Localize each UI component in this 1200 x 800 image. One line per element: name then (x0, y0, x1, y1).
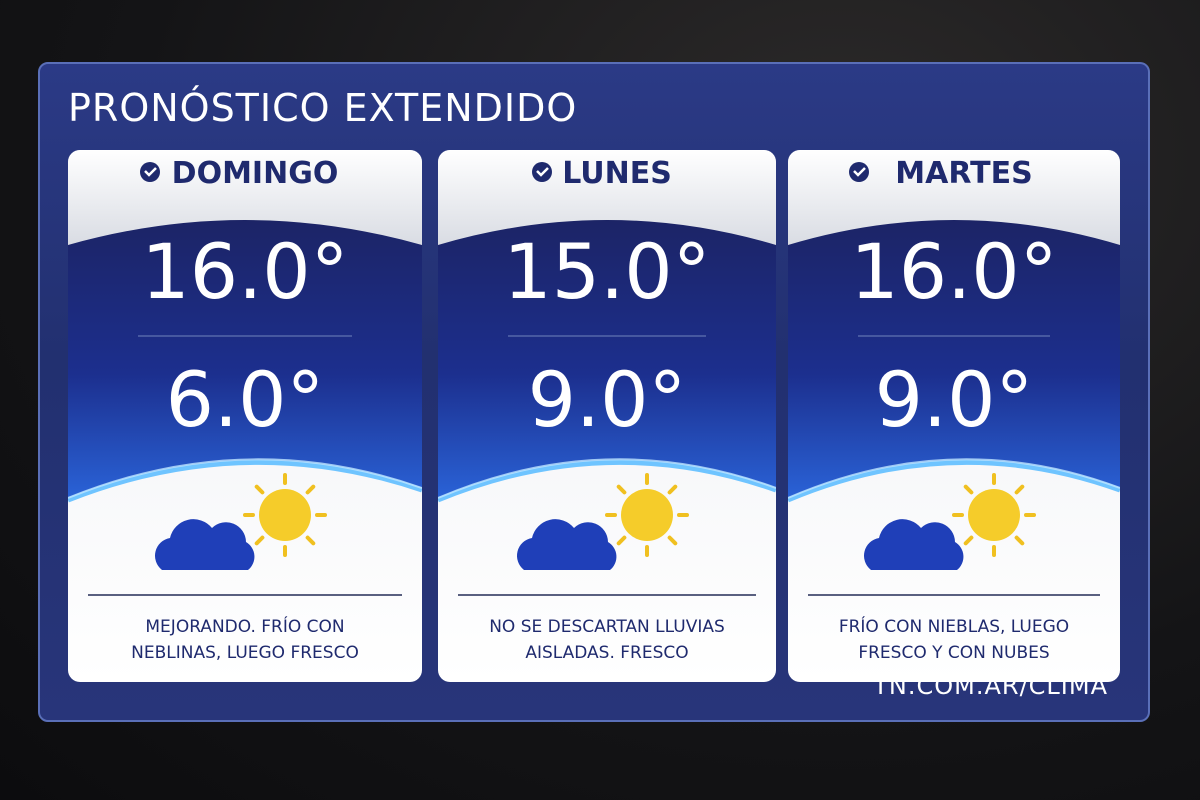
max-temp: 16.0° (141, 227, 348, 316)
description-line: NO SE DESCARTAN LLUVIAS (489, 617, 725, 637)
description-line: FRÍO CON NIEBLAS, LUEGO (839, 615, 1069, 637)
check-icon (849, 162, 869, 182)
glow-curve-halo (68, 458, 422, 499)
check-icon (532, 162, 552, 182)
glow-curve-halo (438, 458, 776, 499)
check-mark (536, 167, 549, 177)
min-temp: 9.0° (528, 355, 687, 444)
description-line: MEJORANDO. FRÍO CON (145, 615, 344, 637)
check-icon (140, 162, 160, 182)
glow-curve-halo (788, 458, 1120, 499)
sun-ray (254, 535, 265, 546)
min-temp: 9.0° (875, 355, 1034, 444)
max-temp: 15.0° (503, 227, 710, 316)
day-card: DOMINGO 16.0° 6.0° MEJORANDO. FRÍO CON NEBLI… (68, 150, 422, 682)
check-mark (853, 167, 866, 177)
sun (621, 489, 673, 541)
description-line: AISLADAS. FRESCO (525, 643, 688, 663)
day-name: MARTES (895, 156, 1032, 191)
day-name: DOMINGO (172, 156, 339, 191)
cloud (516, 519, 617, 570)
day-card: LUNES 15.0° 9.0° NO SE DESCARTAN LLUVIAS AIS… (438, 150, 776, 682)
sun-ray (963, 535, 974, 546)
glow-curve (68, 459, 422, 503)
cloud (863, 519, 964, 570)
sun-ray (305, 484, 316, 495)
card-body (788, 150, 1120, 682)
min-temp: 6.0° (166, 355, 325, 444)
sun-ray (616, 484, 627, 495)
sun-ray (1014, 535, 1025, 546)
description-line: NEBLINAS, LUEGO FRESCO (131, 643, 359, 663)
cloud (154, 519, 255, 570)
check-mark (144, 167, 157, 177)
glow-curve (788, 459, 1120, 503)
sun-ray (1014, 484, 1025, 495)
max-temp: 16.0° (850, 227, 1057, 316)
sun-ray (667, 535, 678, 546)
sun-ray (254, 484, 265, 495)
card-blue-area (68, 220, 422, 500)
panel-title: PRONÓSTICO EXTENDIDO (68, 86, 578, 130)
sun (968, 489, 1020, 541)
description-line: FRESCO Y CON NUBES (858, 643, 1049, 663)
sun-ray (667, 484, 678, 495)
glow-curve (438, 459, 776, 503)
sun-ray (305, 535, 316, 546)
card-blue-area (438, 220, 776, 500)
day-name: LUNES (562, 156, 672, 191)
sun-ray (616, 535, 627, 546)
card-body (438, 150, 776, 682)
day-card: MARTES 16.0° 9.0° FRÍO CON NIEBLAS, LUEGO FR… (788, 150, 1120, 682)
card-blue-area (788, 220, 1120, 500)
sun (259, 489, 311, 541)
forecast-panel: PRONÓSTICO EXTENDIDO TN.COM.AR/CLIMA DOM… (38, 62, 1150, 722)
sun-ray (963, 484, 974, 495)
card-body (68, 150, 422, 682)
